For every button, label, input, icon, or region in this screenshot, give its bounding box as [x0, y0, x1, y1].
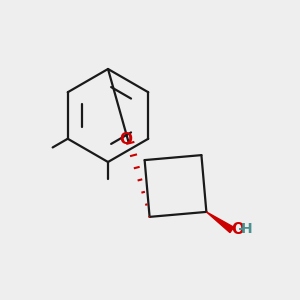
Text: O: O	[231, 221, 244, 236]
Text: H: H	[241, 222, 252, 236]
Text: O: O	[119, 132, 132, 147]
Polygon shape	[206, 212, 234, 232]
